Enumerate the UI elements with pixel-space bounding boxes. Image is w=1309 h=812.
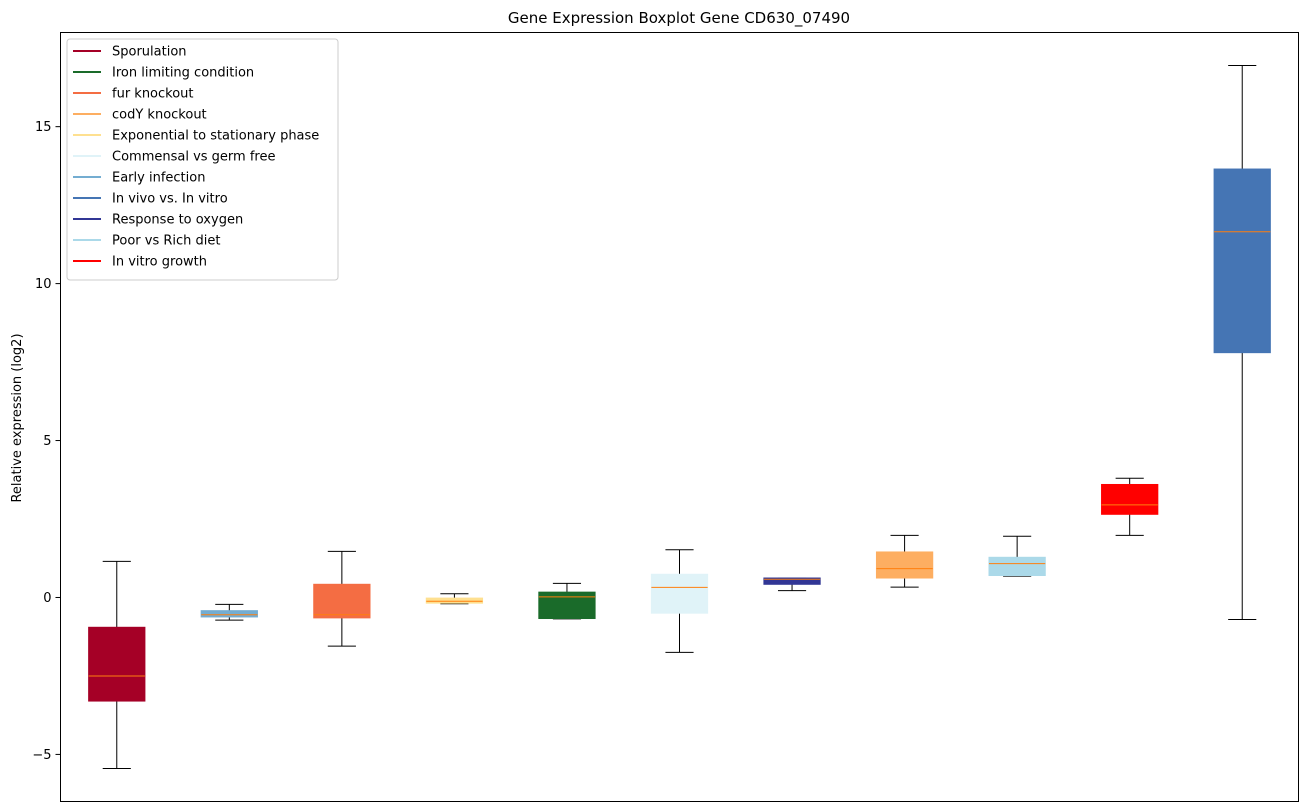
box-early-infection <box>200 603 258 621</box>
legend-label: Poor vs Rich diet <box>112 234 220 249</box>
legend-label: Iron limiting condition <box>112 66 254 81</box>
y-axis-ticks: −5 0 5 10 15 <box>32 120 61 763</box>
legend-label: Commensal vs germ free <box>112 150 275 165</box>
chart-title: Gene Expression Boxplot Gene CD630_07490 <box>508 9 850 28</box>
legend-item: In vivo vs. In vitro <box>73 192 228 207</box>
legend-label: Exponential to stationary phase <box>112 129 319 144</box>
y-tick-label: 10 <box>35 277 52 292</box>
legend-label: In vitro growth <box>112 255 207 270</box>
legend-item: Sporulation <box>73 45 187 60</box>
legend: Sporulation Iron limiting condition fur kn… <box>66 38 339 281</box>
legend-item: Exponential to stationary phase <box>73 129 319 144</box>
box-body <box>313 583 371 619</box>
box-series-group <box>88 64 1271 770</box>
box-body <box>88 626 146 702</box>
box-body <box>425 597 484 604</box>
legend-item: Poor vs Rich diet <box>73 234 220 249</box>
box-sporulation <box>88 560 146 770</box>
box-body <box>1101 483 1159 515</box>
box-fur-knockout <box>313 550 371 647</box>
legend-item: Response to oxygen <box>73 213 243 228</box>
box-body <box>538 591 596 620</box>
y-tick-label: 5 <box>43 434 51 449</box>
box-response-to-oxygen <box>763 577 821 592</box>
legend-label: codY knockout <box>112 108 207 123</box>
y-tick-label: 15 <box>35 120 52 135</box>
legend-label: fur knockout <box>112 87 194 102</box>
legend-item: Early infection <box>73 171 205 186</box>
box-body <box>763 577 821 585</box>
legend-label: Sporulation <box>112 45 187 60</box>
box-body <box>650 573 709 614</box>
legend-label: Early infection <box>112 171 205 186</box>
box-commensal-vs-germ-free <box>650 549 709 653</box>
legend-label: In vivo vs. In vitro <box>112 192 228 207</box>
box-cody-knockout <box>875 534 934 588</box>
box-body <box>1213 168 1271 354</box>
box-iron-limiting-condition <box>538 582 596 620</box>
y-axis-label: Relative expression (log2) <box>10 333 25 502</box>
y-tick-label: 0 <box>43 591 51 606</box>
box-poor-vs-rich-diet <box>988 535 1046 577</box>
legend-item: codY knockout <box>73 108 207 123</box>
plot-area-frame <box>60 32 1299 802</box>
box-body <box>988 556 1046 577</box>
box-exponential-to-stationary-phase <box>425 593 484 605</box>
box-body <box>875 551 934 579</box>
box-in-vitro-growth <box>1101 477 1159 536</box>
legend-label: Response to oxygen <box>112 213 243 228</box>
box-body <box>200 610 258 618</box>
legend-frame <box>66 38 339 281</box>
legend-item: fur knockout <box>73 87 194 102</box>
box-in-vivo-vs-in-vitro <box>1213 64 1271 620</box>
y-tick-label: −5 <box>32 748 51 763</box>
legend-item: Iron limiting condition <box>73 66 254 81</box>
legend-item: In vitro growth <box>73 255 207 270</box>
legend-item: Commensal vs germ free <box>73 150 275 165</box>
